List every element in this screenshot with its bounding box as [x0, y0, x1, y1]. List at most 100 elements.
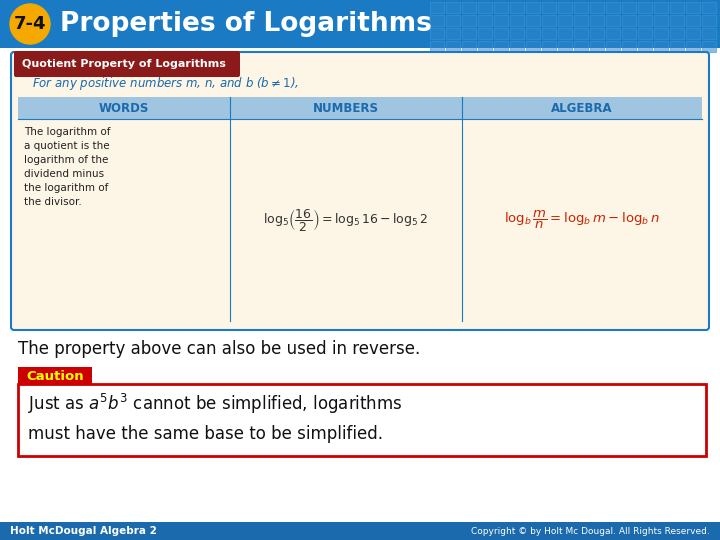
Bar — [702, 28, 716, 39]
FancyBboxPatch shape — [14, 51, 240, 77]
Text: The property above can also be used in reverse.: The property above can also be used in r… — [18, 340, 420, 358]
Bar — [590, 41, 604, 52]
Bar — [574, 2, 588, 13]
Bar — [638, 28, 652, 39]
Bar — [638, 41, 652, 52]
Bar — [622, 2, 636, 13]
Bar — [654, 15, 668, 26]
Bar — [702, 15, 716, 26]
Bar — [18, 384, 706, 456]
Bar — [606, 15, 620, 26]
Text: $\log_b \dfrac{m}{n} = \log_b m - \log_b n$: $\log_b \dfrac{m}{n} = \log_b m - \log_b… — [504, 209, 660, 231]
Bar — [638, 15, 652, 26]
Bar — [478, 15, 492, 26]
Text: the logarithm of: the logarithm of — [24, 183, 109, 193]
Bar — [510, 28, 524, 39]
Bar — [446, 28, 460, 39]
Text: must have the same base to be simplified.: must have the same base to be simplified… — [28, 425, 383, 443]
Bar — [494, 41, 508, 52]
FancyBboxPatch shape — [11, 52, 709, 330]
Text: For any positive numbers $m$, $n$, and $b$ ($b \neq 1$),: For any positive numbers $m$, $n$, and $… — [32, 75, 299, 91]
Text: Properties of Logarithms: Properties of Logarithms — [60, 11, 432, 37]
Bar — [590, 15, 604, 26]
Bar — [686, 28, 700, 39]
Bar — [0, 522, 720, 540]
Circle shape — [10, 4, 50, 44]
Bar — [462, 28, 476, 39]
Bar — [430, 41, 444, 52]
Bar — [510, 41, 524, 52]
Bar — [510, 2, 524, 13]
Bar — [654, 2, 668, 13]
Bar — [702, 41, 716, 52]
Bar — [670, 2, 684, 13]
Bar — [494, 2, 508, 13]
Bar — [622, 41, 636, 52]
Bar — [526, 2, 540, 13]
Bar — [494, 15, 508, 26]
Text: dividend minus: dividend minus — [24, 169, 104, 179]
Bar — [558, 2, 572, 13]
Bar — [590, 2, 604, 13]
Bar — [462, 15, 476, 26]
Text: 7-4: 7-4 — [14, 15, 46, 33]
Text: Caution: Caution — [26, 369, 84, 382]
Bar — [18, 97, 702, 119]
Bar — [686, 15, 700, 26]
Bar — [526, 28, 540, 39]
Bar — [478, 2, 492, 13]
Text: the divisor.: the divisor. — [24, 197, 82, 207]
Bar — [462, 41, 476, 52]
Text: NUMBERS: NUMBERS — [313, 102, 379, 114]
Bar — [606, 2, 620, 13]
Bar — [606, 41, 620, 52]
Text: WORDS: WORDS — [99, 102, 149, 114]
Bar — [542, 41, 556, 52]
Text: $\log_5\!\left(\dfrac{16}{2}\right) = \log_5 16 - \log_5 2$: $\log_5\!\left(\dfrac{16}{2}\right) = \l… — [264, 207, 428, 233]
Bar — [542, 15, 556, 26]
Bar — [510, 15, 524, 26]
Bar — [430, 2, 444, 13]
Bar — [686, 2, 700, 13]
Bar — [638, 2, 652, 13]
Bar — [542, 2, 556, 13]
Text: Copyright © by Holt Mc Dougal. All Rights Reserved.: Copyright © by Holt Mc Dougal. All Right… — [472, 526, 710, 536]
Text: Just as $a^5b^3$ cannot be simplified, logarithms: Just as $a^5b^3$ cannot be simplified, l… — [28, 392, 402, 416]
Bar — [446, 41, 460, 52]
Bar — [558, 28, 572, 39]
Bar — [478, 28, 492, 39]
Bar — [430, 15, 444, 26]
Text: a quotient is the: a quotient is the — [24, 141, 109, 151]
Bar — [574, 15, 588, 26]
Text: The logarithm of: The logarithm of — [24, 127, 110, 137]
Bar — [574, 41, 588, 52]
Bar — [670, 28, 684, 39]
Text: Quotient Property of Logarithms: Quotient Property of Logarithms — [22, 59, 226, 69]
Bar — [558, 15, 572, 26]
Text: logarithm of the: logarithm of the — [24, 155, 109, 165]
Bar — [622, 15, 636, 26]
Bar — [446, 2, 460, 13]
Bar — [542, 28, 556, 39]
Bar — [654, 28, 668, 39]
Bar — [670, 41, 684, 52]
Bar — [0, 0, 720, 48]
Bar — [462, 2, 476, 13]
Bar — [558, 41, 572, 52]
Text: ALGEBRA: ALGEBRA — [552, 102, 613, 114]
Bar — [606, 28, 620, 39]
Bar — [446, 15, 460, 26]
Bar — [622, 28, 636, 39]
Bar — [430, 28, 444, 39]
Bar — [526, 41, 540, 52]
Bar — [18, 367, 92, 385]
Bar — [654, 41, 668, 52]
Bar — [494, 28, 508, 39]
Bar — [670, 15, 684, 26]
Bar — [590, 28, 604, 39]
Text: Holt McDougal Algebra 2: Holt McDougal Algebra 2 — [10, 526, 157, 536]
Bar — [526, 15, 540, 26]
Bar — [686, 41, 700, 52]
Bar — [702, 2, 716, 13]
Bar — [478, 41, 492, 52]
